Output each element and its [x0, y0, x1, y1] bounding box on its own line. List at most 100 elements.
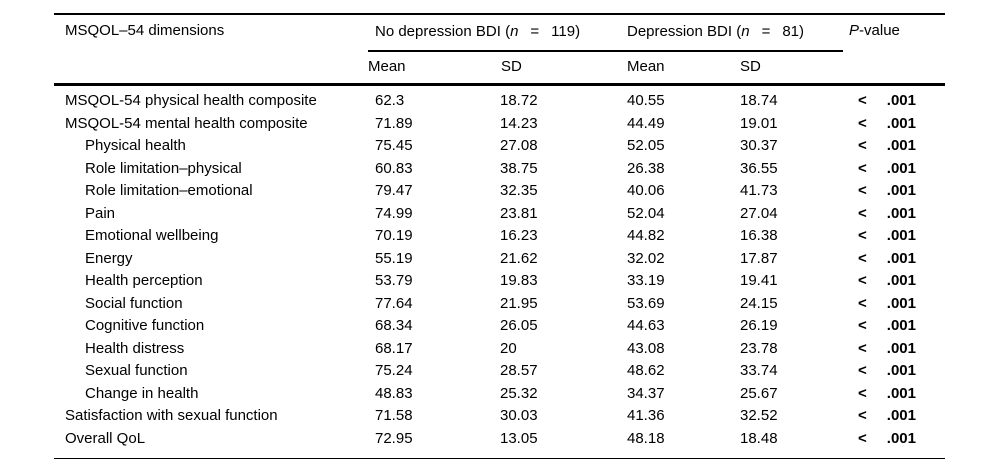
mean-subheader-group2: Mean	[621, 51, 734, 86]
table-row: Social function 77.64 21.95 53.69 24.15 …	[54, 293, 945, 316]
sd-depression-value: 16.38	[740, 227, 778, 244]
mean-no-depression-value: 77.64	[375, 294, 413, 312]
mean-depression-value: 26.38	[627, 159, 665, 177]
p-value-cell: < .001	[843, 405, 945, 428]
dimension-label: Health distress	[85, 339, 185, 357]
pvalue-italic-p: P	[849, 22, 860, 39]
mean-depression-value: 33.19	[627, 272, 665, 289]
group2-equals-sign: =	[761, 23, 771, 41]
sd-no-depression-value: 21.62	[500, 249, 538, 267]
p-value-cell: < .001	[843, 135, 945, 158]
sd-subheader-group2: SD	[734, 51, 844, 86]
p-value-number: .001	[886, 272, 916, 289]
less-than-sign: <	[858, 339, 867, 357]
sd-depression-value: 18.74	[740, 92, 778, 109]
sd-depression-value: 33.74	[740, 362, 778, 379]
mean-depression-value: 43.08	[627, 339, 665, 357]
p-value-cell: < .001	[843, 248, 945, 271]
sd-no-depression-value: 13.05	[500, 429, 538, 447]
mean-no-depression-value: 75.24	[375, 362, 413, 379]
p-value-cell: < .001	[843, 293, 945, 316]
group1-n-count: 119)	[551, 23, 581, 41]
p-value-cell: < .001	[843, 203, 945, 226]
mean-no-depression-value: 55.19	[375, 249, 413, 267]
mean-subheader-group1: Mean	[368, 51, 494, 86]
less-than-sign: <	[858, 294, 867, 312]
sd-depression-value: 19.01	[740, 114, 778, 132]
table-row: Overall QoL 72.95 13.05 48.18 18.48 < .00…	[54, 428, 945, 459]
table-body: MSQOL-54 physical health composite 62.3 …	[54, 85, 945, 459]
msqol-comparison-table: MSQOL–54 dimensions No depression BDI (n…	[54, 13, 946, 459]
dimension-label: Emotional wellbeing	[85, 227, 219, 244]
sd-depression-value: 23.78	[740, 339, 778, 357]
sd-no-depression-value: 38.75	[500, 159, 538, 177]
less-than-sign: <	[858, 317, 867, 334]
dimension-label: Overall QoL	[65, 429, 146, 447]
dimension-label: Physical health	[85, 137, 186, 154]
mean-no-depression-value: 72.95	[375, 429, 413, 447]
group1-label-text: No depression BDI (	[375, 23, 511, 41]
p-value-cell: < .001	[843, 225, 945, 248]
p-value-number: .001	[886, 249, 916, 267]
table-row: Cognitive function 68.34 26.05 44.63 26.…	[54, 315, 945, 338]
sd-depression-value: 27.04	[740, 204, 778, 222]
mean-no-depression-value: 62.3	[375, 92, 405, 109]
mean-no-depression-value: 70.19	[375, 227, 413, 244]
mean-no-depression-value: 71.58	[375, 407, 413, 424]
mean-depression-value: 52.05	[627, 137, 665, 154]
group-header-no-depression: No depression BDI (n = 119)	[368, 14, 621, 52]
p-value-number: .001	[886, 317, 916, 334]
sd-no-depression-value: 27.08	[500, 137, 538, 154]
p-value-number: .001	[886, 227, 916, 244]
sd-no-depression-value: 16.23	[500, 227, 538, 244]
dimension-label: Satisfaction with sexual function	[65, 407, 278, 424]
table-row: Change in health 48.83 25.32 34.37 25.67…	[54, 383, 945, 406]
group1-equals-sign: =	[530, 23, 540, 41]
group1-n-symbol: n	[510, 23, 519, 41]
table-row: Role limitation–emotional 79.47 32.35 40…	[54, 180, 945, 203]
less-than-sign: <	[858, 137, 867, 154]
p-value-number: .001	[886, 294, 916, 312]
spanner-header-row: MSQOL–54 dimensions No depression BDI (n…	[54, 14, 946, 86]
sd-depression-value: 18.48	[740, 429, 778, 447]
dimension-label: Sexual function	[85, 362, 188, 379]
p-value-number: .001	[886, 92, 916, 109]
subheader-row: Mean SD Mean SD	[54, 51, 945, 86]
mean-no-depression-value: 68.17	[375, 339, 413, 357]
sd-no-depression-value: 32.35	[500, 182, 538, 199]
p-value-number: .001	[886, 137, 916, 154]
p-value-cell: < .001	[843, 383, 945, 406]
mean-depression-value: 34.37	[627, 384, 665, 402]
p-value-cell: < .001	[843, 338, 945, 361]
sd-no-depression-value: 30.03	[500, 407, 538, 424]
p-value-number: .001	[886, 159, 916, 177]
sd-no-depression-value: 23.81	[500, 204, 538, 222]
table-row: Satisfaction with sexual function 71.58 …	[54, 405, 945, 428]
p-value-number: .001	[886, 384, 916, 402]
dimension-label: Role limitation–emotional	[85, 182, 253, 199]
dimensions-column-header: MSQOL–54 dimensions	[54, 14, 368, 86]
table-row: Physical health 75.45 27.08 52.05 30.37 …	[54, 135, 945, 158]
mean-depression-value: 40.55	[627, 92, 665, 109]
p-value-cell: < .001	[843, 360, 945, 383]
less-than-sign: <	[858, 362, 867, 379]
dimension-label: Health perception	[85, 272, 203, 289]
sd-subheader-group1: SD	[494, 51, 621, 86]
less-than-sign: <	[858, 204, 867, 222]
mean-depression-value: 48.62	[627, 362, 665, 379]
dimension-label: Role limitation–physical	[85, 159, 242, 177]
p-value-number: .001	[886, 362, 916, 379]
mean-depression-value: 32.02	[627, 249, 665, 267]
p-value-cell: < .001	[843, 270, 945, 293]
table-row: MSQOL-54 physical health composite 62.3 …	[54, 85, 945, 113]
p-value-number: .001	[886, 407, 916, 424]
sd-depression-value: 26.19	[740, 317, 778, 334]
mean-depression-value: 40.06	[627, 182, 665, 199]
mean-no-depression-value: 53.79	[375, 272, 413, 289]
mean-depression-value: 52.04	[627, 204, 665, 222]
dimension-label: Social function	[85, 294, 183, 312]
table-header: MSQOL–54 dimensions No depression BDI (n…	[54, 14, 946, 86]
p-value-cell: < .001	[843, 85, 945, 113]
group-header-depression: Depression BDI (n = 81)	[621, 14, 844, 52]
